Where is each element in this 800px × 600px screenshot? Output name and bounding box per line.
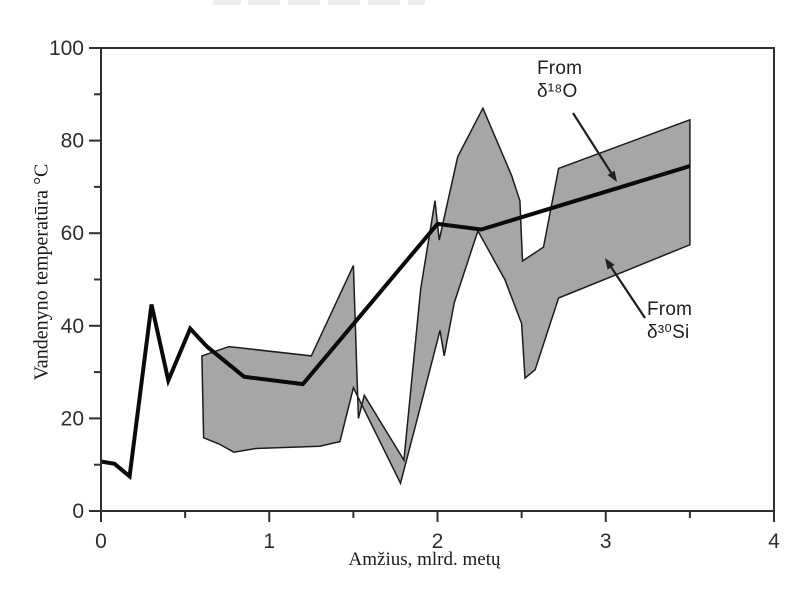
arrow-shaft	[572, 112, 613, 174]
y-tick-label: 20	[61, 407, 84, 430]
annotation-line: From	[647, 299, 693, 320]
annotation-arrow-0	[572, 112, 617, 182]
annotation-arrow-1	[605, 258, 646, 319]
annotation-line: δ³⁰Si	[647, 322, 690, 343]
cropped-text-artifact	[288, 0, 320, 5]
axis-ticks: 0 20 40 60 80 100 0 1 2 3 4	[49, 37, 780, 553]
x-tick-label: 3	[600, 530, 612, 553]
y-axis-title: Vandenyno temperatūra °C	[30, 163, 53, 381]
arrow-head	[605, 258, 615, 270]
cropped-text-artifact	[408, 0, 425, 5]
cropped-text-artifact	[213, 0, 241, 5]
annotation-from-d18O: From δ¹⁸O	[537, 57, 582, 103]
x-axis-title: Amžius, mlrd. metų	[348, 549, 501, 570]
y-tick-label: 40	[61, 315, 84, 338]
cropped-text-artifact	[368, 0, 400, 5]
y-tick-label: 60	[61, 222, 84, 245]
arrow-shaft	[610, 266, 646, 319]
line-series-d18O	[100, 164, 691, 481]
y-tick-label: 100	[49, 37, 84, 60]
y-tick-label: 80	[61, 130, 84, 153]
y-tick-label: 0	[72, 500, 84, 523]
x-tick-label: 2	[432, 530, 444, 553]
x-tick-label: 1	[263, 530, 275, 553]
cropped-text-artifact	[248, 0, 280, 5]
annotation-from-d30Si: From δ³⁰Si	[647, 298, 692, 344]
band-series-d30Si	[201, 106, 691, 486]
annotation-line: From	[537, 58, 583, 79]
cropped-text-artifact	[328, 0, 360, 5]
arrow-head	[607, 170, 617, 182]
x-tick-label: 0	[95, 530, 107, 553]
x-tick-label: 4	[768, 530, 780, 553]
annotation-line: δ¹⁸O	[537, 81, 578, 102]
